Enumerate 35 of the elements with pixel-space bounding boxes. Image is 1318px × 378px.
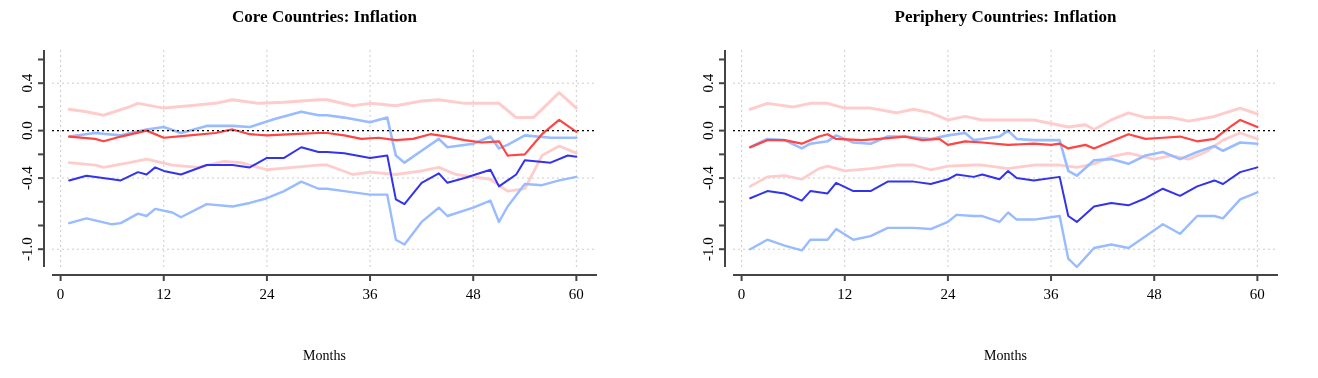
y-tick-label: -1.0: [700, 237, 716, 262]
line-series: [68, 118, 578, 157]
x-tick-label: 24: [259, 286, 275, 302]
x-tick-label: 36: [362, 286, 379, 302]
y-tick-label: -1.0: [19, 237, 35, 262]
line-series: [749, 118, 1259, 150]
x-tick-label: 60: [568, 286, 584, 302]
line-series: [67, 175, 578, 246]
x-axis-title: Months: [303, 348, 346, 363]
x-tick-label: 36: [1043, 286, 1060, 302]
x-tick-label: 12: [837, 286, 853, 302]
x-tick-label: 24: [940, 286, 956, 302]
x-tick-label: 12: [156, 286, 172, 302]
y-tick-label: -0.4: [19, 165, 35, 190]
x-tick-label: 0: [737, 286, 746, 302]
chart-title: Core Countries: Inflation: [232, 7, 418, 26]
line-series: [67, 144, 578, 193]
chart-title: Periphery Countries: Inflation: [894, 7, 1118, 26]
x-axis-title: Months: [984, 348, 1027, 363]
y-tick-label: 0.0: [700, 121, 716, 141]
line-series: [67, 110, 578, 164]
line-series: [749, 166, 1259, 223]
x-tick-label: 0: [56, 286, 65, 302]
x-tick-label: 48: [465, 286, 481, 302]
y-tick-label: -0.4: [700, 165, 716, 190]
y-tick-label: 0.4: [700, 73, 716, 93]
line-series: [67, 91, 578, 120]
line-series: [748, 191, 1259, 269]
y-tick-label: 0.0: [19, 121, 35, 141]
line-series: [68, 146, 578, 206]
line-series: [748, 101, 1259, 131]
y-tick-label: 0.4: [19, 73, 35, 93]
line-series: [748, 131, 1259, 188]
x-tick-label: 60: [1249, 286, 1265, 302]
x-tick-label: 48: [1146, 286, 1162, 302]
